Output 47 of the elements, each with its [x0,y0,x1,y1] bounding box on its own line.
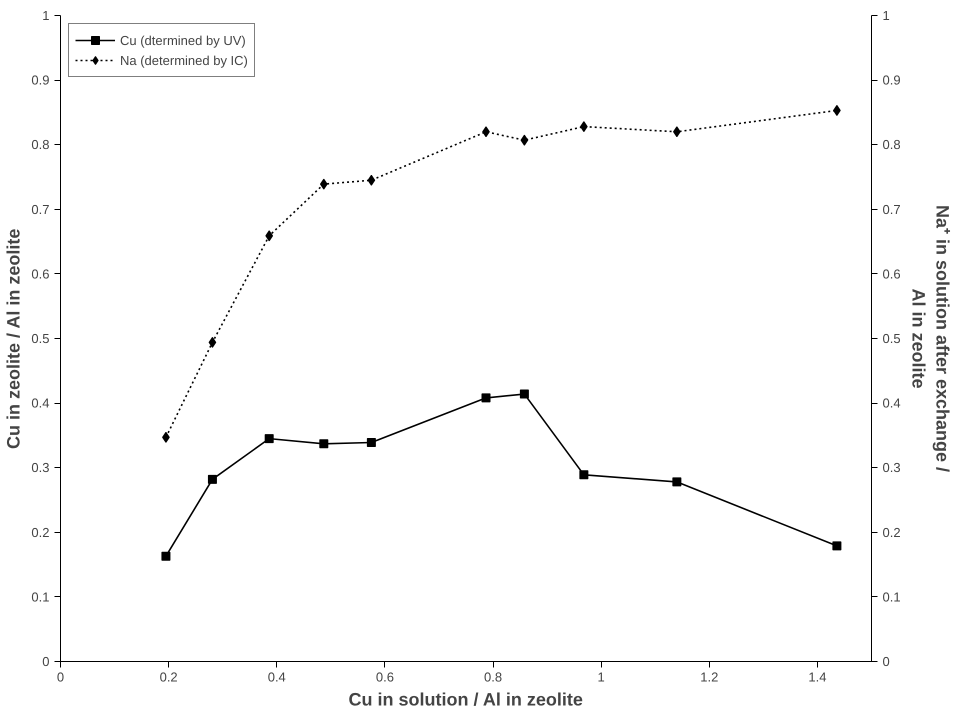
y2-tick-label: 0.8 [882,137,901,152]
point [320,178,328,190]
x-tick-label: 0.6 [376,670,394,684]
legend-label: Cu (dtermined by UV) [120,32,246,48]
y-tick-label: 0.8 [31,137,50,152]
y-tick-label: 0.9 [31,72,50,88]
y-tick-label: 1 [42,8,50,23]
y-tick-label: 0.1 [31,589,50,604]
x-tick-label: 1.4 [808,670,826,684]
point [319,439,328,448]
y2-tick-label: 0.4 [882,396,901,411]
y2-tick-label: 0.7 [882,202,901,217]
point [482,393,491,402]
y2-tick-label: 0.6 [882,266,901,282]
y2-axis-title: Na⁺ in solution after exchange / Al in zeolite [908,204,953,472]
legend-label: Na (determined by IC) [120,52,248,68]
x-tick-label: 0.2 [160,670,178,684]
y-axis-title: Cu in zeolite / Al in zeolite [3,228,24,450]
y-tick-label: 0.4 [31,396,50,411]
point [672,477,682,486]
y2-tick-label: 0.2 [882,524,901,540]
y2-tick-label: 1 [882,8,890,23]
y2-tick-label: 0.5 [882,331,901,346]
y-tick-label: 0.7 [31,202,50,217]
x-tick-label: 0.8 [484,670,502,684]
x-tick-label: 1.2 [700,670,718,684]
point [264,434,274,444]
point [208,474,217,484]
point [366,438,376,448]
y2-tick-label: 0.1 [882,589,901,604]
x-tick-label: 1 [598,670,605,684]
point [161,552,170,561]
y2-tick-label: 0.3 [882,460,901,476]
point [265,230,274,242]
point [520,390,529,399]
y-tick-label: 0 [42,654,50,669]
x-tick-label: 0.4 [268,670,286,684]
point [579,470,588,480]
y-tick-label: 0.5 [31,331,50,346]
x-tick-label: 0 [56,670,64,684]
y-tick-label: 0.2 [31,524,50,540]
y-tick-label: 0.3 [31,460,50,476]
y2-tick-label: 0 [882,654,890,669]
x-axis-title: Cu in solution / Al in zeolite [348,690,583,710]
y2-tick-label: 0.9 [882,72,901,88]
point [832,541,842,550]
y-tick-label: 0.6 [31,266,50,282]
